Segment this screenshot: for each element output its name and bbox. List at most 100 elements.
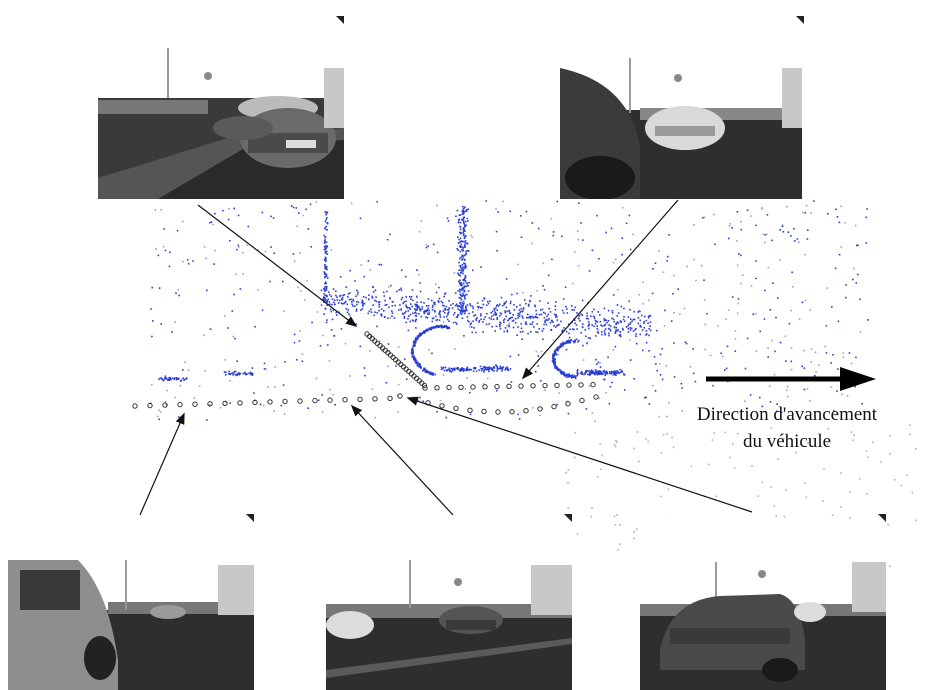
cloud-point bbox=[415, 362, 417, 364]
cloud-point bbox=[458, 264, 461, 267]
cloud-point bbox=[455, 367, 458, 369]
cloud-point bbox=[325, 299, 328, 302]
cloud-point bbox=[553, 350, 556, 353]
cloud-point bbox=[478, 305, 480, 308]
cloud-point bbox=[769, 309, 772, 311]
cloud-point bbox=[283, 310, 285, 312]
cloud-point bbox=[463, 266, 466, 269]
cloud-point bbox=[608, 324, 610, 326]
cloud-point bbox=[362, 305, 364, 307]
cloud-point bbox=[556, 319, 559, 321]
trajectory-marker bbox=[470, 384, 476, 390]
cloud-point bbox=[855, 356, 857, 359]
cloud-point bbox=[419, 335, 421, 337]
cloud-point bbox=[737, 302, 740, 305]
cloud-point bbox=[466, 304, 469, 306]
cloud-point bbox=[546, 315, 548, 318]
cloud-point bbox=[774, 350, 776, 353]
cloud-point bbox=[605, 391, 607, 394]
cloud-point bbox=[502, 366, 505, 368]
cloud-point bbox=[537, 365, 540, 367]
cloud-point bbox=[463, 290, 466, 293]
cloud-point bbox=[577, 202, 580, 204]
cloud-point bbox=[517, 326, 519, 328]
cloud-point bbox=[251, 374, 254, 376]
cloud-point bbox=[203, 246, 206, 248]
cloud-point bbox=[561, 309, 564, 312]
cloud-point bbox=[846, 395, 849, 397]
cloud-point bbox=[441, 325, 443, 328]
cloud-point bbox=[664, 309, 666, 312]
cloud-point bbox=[254, 325, 256, 328]
cloud-point bbox=[372, 304, 374, 306]
cloud-point bbox=[478, 369, 480, 371]
cloud-point bbox=[164, 377, 166, 379]
cloud-point bbox=[466, 242, 468, 244]
cloud-point bbox=[317, 399, 320, 401]
cloud-point bbox=[872, 441, 874, 444]
cloud-point bbox=[374, 289, 377, 292]
cloud-point bbox=[508, 318, 510, 320]
cloud-point bbox=[504, 369, 506, 371]
cloud-point bbox=[584, 373, 586, 375]
cloud-point bbox=[499, 312, 502, 314]
cloud-point bbox=[591, 507, 593, 509]
cloud-point bbox=[503, 321, 505, 324]
cloud-point bbox=[459, 274, 462, 277]
cloud-point bbox=[466, 309, 468, 312]
cloud-point bbox=[361, 299, 363, 302]
cloud-point bbox=[740, 228, 743, 231]
cloud-point bbox=[417, 363, 419, 365]
cloud-point bbox=[634, 328, 636, 331]
cloud-point bbox=[759, 396, 761, 399]
cloud-point bbox=[426, 309, 428, 311]
cloud-point bbox=[458, 261, 460, 264]
cloud-point bbox=[539, 309, 542, 311]
cloud-point bbox=[483, 297, 485, 299]
cloud-point bbox=[434, 301, 436, 304]
cloud-point bbox=[165, 377, 168, 379]
cloud-point bbox=[463, 302, 465, 305]
cloud-point bbox=[462, 256, 464, 258]
cloud-point bbox=[648, 403, 651, 405]
cloud-point bbox=[483, 371, 485, 373]
cloud-point bbox=[651, 292, 654, 295]
cloud-point bbox=[336, 314, 338, 316]
cloud-point bbox=[560, 373, 563, 375]
cloud-point bbox=[478, 321, 480, 323]
cloud-point bbox=[569, 341, 571, 343]
cloud-point bbox=[373, 314, 375, 317]
cloud-point bbox=[661, 378, 664, 381]
cloud-point bbox=[350, 202, 353, 205]
cloud-point bbox=[574, 431, 576, 434]
cloud-point bbox=[421, 331, 424, 334]
cloud-point bbox=[360, 301, 363, 304]
cloud-point bbox=[508, 325, 510, 328]
cloud-point bbox=[203, 334, 205, 337]
cloud-point bbox=[462, 221, 465, 224]
trajectory-marker bbox=[537, 406, 543, 412]
cloud-point bbox=[554, 326, 557, 328]
cloud-point bbox=[562, 371, 564, 373]
cloud-point bbox=[574, 339, 576, 341]
cloud-point bbox=[553, 353, 556, 355]
cloud-point bbox=[415, 305, 417, 307]
cloud-point bbox=[611, 381, 613, 384]
cloud-point bbox=[725, 318, 727, 320]
cloud-point bbox=[414, 312, 416, 314]
cloud-point bbox=[158, 409, 160, 412]
cloud-point bbox=[176, 377, 178, 380]
cloud-point bbox=[649, 329, 652, 332]
cloud-point bbox=[251, 367, 254, 369]
cloud-point bbox=[462, 269, 465, 271]
cloud-point bbox=[424, 369, 427, 371]
cloud-point bbox=[672, 293, 674, 295]
cloud-point bbox=[405, 275, 407, 278]
cloud-point bbox=[558, 347, 560, 350]
cloud-point bbox=[396, 290, 398, 293]
cloud-point bbox=[427, 313, 429, 315]
cloud-point bbox=[176, 229, 179, 232]
cloud-point bbox=[462, 270, 464, 272]
cloud-point bbox=[567, 482, 569, 484]
